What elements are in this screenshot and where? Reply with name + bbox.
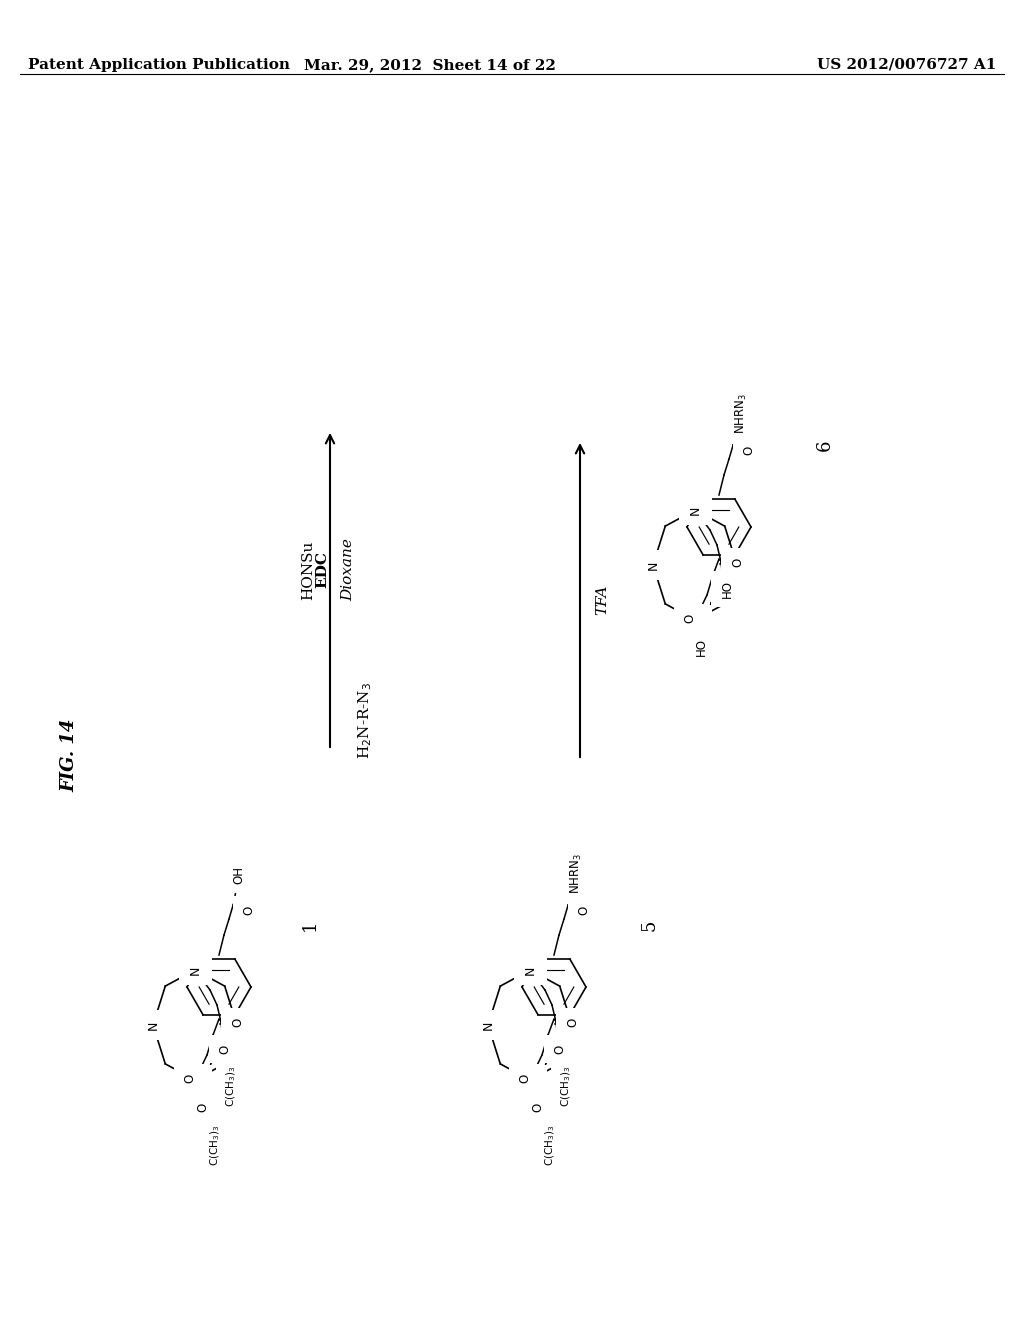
Text: O: O <box>742 445 756 454</box>
Text: US 2012/0076727 A1: US 2012/0076727 A1 <box>816 58 996 73</box>
Text: O: O <box>531 1102 545 1111</box>
Text: H$_2$N-R-N$_3$: H$_2$N-R-N$_3$ <box>356 681 374 759</box>
Text: N: N <box>188 965 202 974</box>
Text: C(CH$_3$)$_3$: C(CH$_3$)$_3$ <box>543 1125 557 1166</box>
Text: HONSu: HONSu <box>301 540 315 599</box>
Text: Patent Application Publication: Patent Application Publication <box>28 58 290 73</box>
Text: C(CH$_3$)$_3$: C(CH$_3$)$_3$ <box>224 1065 238 1106</box>
Text: O: O <box>518 1073 531 1082</box>
Text: C(CH$_3$)$_3$: C(CH$_3$)$_3$ <box>208 1125 222 1166</box>
Text: Dioxane: Dioxane <box>341 539 355 602</box>
Text: C(CH$_3$)$_3$: C(CH$_3$)$_3$ <box>559 1065 572 1106</box>
Text: N: N <box>146 1020 160 1030</box>
Text: N: N <box>523 1076 537 1085</box>
Text: FIG. 14: FIG. 14 <box>60 718 78 792</box>
Text: O: O <box>243 906 256 915</box>
Text: 6: 6 <box>816 440 834 450</box>
Text: N: N <box>523 965 537 974</box>
Text: N: N <box>230 1020 244 1030</box>
Text: EDC: EDC <box>315 552 329 589</box>
Text: HO: HO <box>721 579 733 598</box>
Text: O: O <box>731 557 744 566</box>
Text: N: N <box>730 560 743 570</box>
Text: N: N <box>565 1020 579 1030</box>
Text: O: O <box>554 1044 566 1053</box>
Text: O: O <box>231 1018 245 1027</box>
Text: N: N <box>481 1020 495 1030</box>
Text: TFA: TFA <box>595 585 609 615</box>
Text: O: O <box>197 1102 210 1111</box>
Text: Mar. 29, 2012  Sheet 14 of 22: Mar. 29, 2012 Sheet 14 of 22 <box>304 58 556 73</box>
Text: 5: 5 <box>641 919 659 931</box>
Text: 1: 1 <box>301 919 319 931</box>
Text: NHRN$_3$: NHRN$_3$ <box>568 854 584 895</box>
Text: O: O <box>183 1073 197 1082</box>
Text: O: O <box>218 1044 231 1053</box>
Text: NHRN$_3$: NHRN$_3$ <box>733 393 749 434</box>
Text: O: O <box>566 1018 580 1027</box>
Text: N: N <box>646 560 659 570</box>
Text: N: N <box>188 1076 202 1085</box>
Text: O: O <box>578 906 591 915</box>
Text: HO: HO <box>694 638 708 656</box>
Text: N: N <box>688 615 701 624</box>
Text: O: O <box>683 614 696 623</box>
Text: OH: OH <box>232 866 246 884</box>
Text: N: N <box>688 506 701 515</box>
